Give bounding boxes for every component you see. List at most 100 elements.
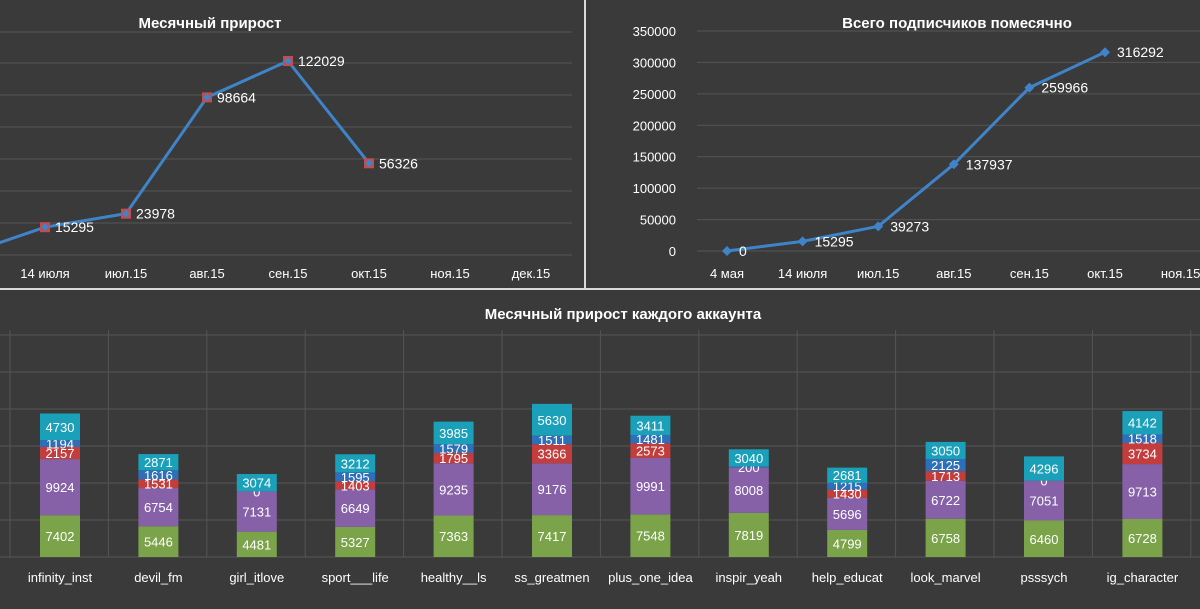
segment-label: 4142 bbox=[1128, 416, 1157, 431]
y-tick-label: 250000 bbox=[633, 87, 676, 102]
data-label: 39273 bbox=[890, 218, 929, 234]
x-tick-label: look_marvel bbox=[911, 570, 981, 585]
data-label: 15295 bbox=[815, 233, 854, 249]
data-point-diamond bbox=[284, 57, 292, 65]
bar-segment bbox=[40, 413, 80, 441]
x-tick-label: infinity_inst bbox=[28, 570, 93, 585]
data-label: 15295 bbox=[55, 219, 94, 235]
data-point-diamond bbox=[41, 223, 49, 232]
bar-segment bbox=[827, 489, 868, 498]
segment-label: 1579 bbox=[439, 442, 468, 457]
bar-segment bbox=[335, 454, 376, 473]
segment-label: 6754 bbox=[144, 500, 173, 515]
series-line bbox=[726, 50, 1106, 253]
x-tick-label: girl_itlove bbox=[229, 570, 284, 585]
segment-label: 9713 bbox=[1128, 485, 1157, 500]
bar-segment bbox=[827, 482, 868, 490]
segment-label: 1430 bbox=[833, 487, 862, 502]
bar-segment bbox=[1122, 464, 1163, 519]
segment-label: 7131 bbox=[242, 505, 271, 520]
x-tick-label: psssych bbox=[1021, 570, 1068, 585]
y-tick-label: 350000 bbox=[633, 24, 676, 39]
y-tick-label: 50000 bbox=[640, 213, 676, 228]
bar-segment bbox=[532, 463, 572, 516]
total-subscribers-chart: Всего подписчиков помесячно 0 50000 100000 1… bbox=[633, 15, 1200, 281]
x-tick-label: дек.15 bbox=[512, 266, 551, 281]
segment-label: 5630 bbox=[538, 413, 567, 428]
segment-label: 1595 bbox=[341, 470, 370, 485]
segment-label: 1616 bbox=[144, 468, 173, 483]
segment-label: 1795 bbox=[439, 451, 468, 466]
bar-segment bbox=[335, 481, 376, 490]
bar-segment bbox=[532, 403, 572, 436]
data-label: 259966 bbox=[1041, 80, 1088, 96]
bar-segment bbox=[925, 441, 966, 460]
bar-segment bbox=[433, 444, 474, 454]
data-point-marker bbox=[1024, 82, 1035, 93]
bar-segment bbox=[138, 470, 179, 480]
segment-label: 3366 bbox=[538, 447, 567, 462]
segment-label: 1511 bbox=[538, 433, 566, 448]
bar-segment bbox=[236, 474, 277, 492]
segment-label: 4799 bbox=[833, 536, 862, 551]
bar-segment bbox=[236, 491, 277, 532]
bar-segment bbox=[433, 421, 474, 445]
segment-label: 2871 bbox=[144, 455, 173, 470]
segment-label: 3734 bbox=[1128, 447, 1157, 462]
segment-label: 2125 bbox=[931, 458, 960, 473]
bar-segment bbox=[138, 479, 179, 489]
divider-horizontal bbox=[0, 288, 1200, 290]
bar-segment bbox=[532, 435, 572, 445]
data-point-marker bbox=[1100, 47, 1110, 58]
x-tick-label: авг.15 bbox=[936, 266, 971, 281]
bar-segment bbox=[925, 471, 966, 481]
bar-segment bbox=[1024, 520, 1064, 557]
x-tick-label: сен.15 bbox=[269, 266, 308, 281]
data-label: 0 bbox=[739, 243, 747, 259]
x-tick-label: окт.15 bbox=[351, 266, 387, 281]
segment-label: 1481 bbox=[636, 432, 665, 447]
segment-label: 5446 bbox=[144, 535, 173, 550]
x-tick-label: ноя.15 bbox=[1161, 266, 1200, 281]
segment-label: 9991 bbox=[636, 479, 665, 494]
bar-segment bbox=[925, 480, 966, 519]
segment-label: 1713 bbox=[931, 469, 960, 484]
x-tick-label: inspir_yeah bbox=[716, 570, 783, 585]
segment-label: 7363 bbox=[439, 529, 468, 544]
data-point-diamond bbox=[203, 93, 211, 102]
segment-label: 2681 bbox=[833, 468, 862, 483]
x-tick-label: 14 июля bbox=[778, 266, 827, 281]
data-point-marker bbox=[797, 236, 808, 247]
segment-label: 1518 bbox=[1128, 432, 1157, 447]
data-label: 137937 bbox=[966, 156, 1013, 172]
segment-label: 1215 bbox=[833, 479, 862, 494]
chart-title: Всего подписчиков помесячно bbox=[842, 15, 1072, 32]
data-point-marker bbox=[722, 246, 732, 256]
per-account-growth-chart: Месячный прирост каждого аккаунта 7402 992… bbox=[0, 306, 1200, 585]
segment-label: 7548 bbox=[636, 529, 665, 544]
segment-label: 7417 bbox=[538, 529, 567, 544]
segment-label: 4296 bbox=[1030, 462, 1059, 477]
bar-segment bbox=[827, 529, 868, 557]
divider-vertical bbox=[584, 0, 586, 289]
bar-segment bbox=[236, 531, 277, 557]
bar-segment bbox=[40, 515, 80, 557]
bar-segment bbox=[1024, 480, 1064, 521]
bar-segment bbox=[532, 515, 572, 557]
x-tick-label: 4 мая bbox=[710, 266, 744, 281]
segment-label: 3411 bbox=[636, 418, 664, 433]
bar-segment bbox=[827, 467, 868, 483]
x-tick-label: ss_greatmen bbox=[514, 570, 589, 585]
segment-label: 6649 bbox=[341, 501, 370, 516]
bar-segment bbox=[1122, 518, 1163, 557]
y-tick-label: 0 bbox=[669, 244, 676, 259]
segment-label: 1194 bbox=[46, 437, 74, 452]
segment-label: 9176 bbox=[538, 482, 567, 497]
segment-label: 1403 bbox=[341, 478, 370, 493]
bar-segment bbox=[433, 515, 474, 557]
segment-label: 3040 bbox=[734, 451, 763, 466]
segment-label: 7051 bbox=[1030, 494, 1059, 509]
segment-label: 3985 bbox=[439, 426, 468, 441]
bar-segment bbox=[335, 472, 376, 482]
segment-label: 2573 bbox=[636, 444, 665, 459]
